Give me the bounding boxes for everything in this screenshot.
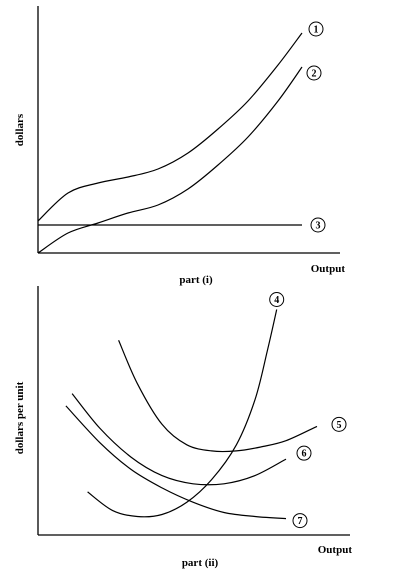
curve-marker-4: 4	[269, 292, 285, 307]
curve-marker-label: 5	[337, 420, 342, 431]
curve-marker-2: 2	[306, 65, 322, 81]
series-group-part-ii: 4 5 6 7	[65, 292, 347, 529]
curve-2	[37, 66, 303, 254]
chart-part-ii: dollars per unit Output part (ii) 4 5 6 7	[14, 286, 352, 569]
curve-marker-circle	[331, 416, 347, 432]
curve-1	[37, 32, 303, 222]
curve-marker-label: 7	[298, 516, 303, 527]
curve-marker-circle	[306, 65, 322, 81]
curve-marker-circle	[310, 217, 326, 233]
curve-marker-1: 1	[308, 21, 324, 37]
y-axis-label-part-ii: dollars per unit	[14, 381, 26, 454]
x-axis-label-part-i: Output	[311, 263, 346, 275]
curve-marker-label: 3	[316, 221, 321, 232]
curve-marker-circle	[296, 445, 312, 461]
curve-7	[65, 405, 287, 520]
curve-marker-6: 6	[296, 445, 312, 461]
caption-part-i: part (i)	[179, 274, 213, 286]
x-axis-label-part-ii: Output	[318, 544, 353, 556]
curve-5	[118, 340, 318, 453]
curve-marker-circle	[269, 292, 285, 307]
curve-marker-circle	[292, 513, 308, 529]
curve-marker-label: 1	[314, 25, 319, 36]
chart-part-i: dollars Output part (i) 1 2 3	[14, 6, 345, 286]
curve-marker-label: 4	[274, 295, 279, 306]
y-axis-label-part-i: dollars	[14, 113, 26, 146]
curve-marker-7: 7	[292, 513, 308, 529]
curve-marker-circle	[308, 21, 324, 37]
curve-marker-3: 3	[310, 217, 326, 233]
curve-marker-5: 5	[331, 416, 347, 432]
curve-6	[71, 393, 287, 486]
series-group-part-i: 1 2 3	[37, 21, 326, 254]
curve-marker-label: 6	[302, 449, 307, 460]
curve-4	[87, 309, 278, 518]
caption-part-ii: part (ii)	[182, 557, 219, 569]
curve-marker-label: 2	[312, 69, 317, 80]
